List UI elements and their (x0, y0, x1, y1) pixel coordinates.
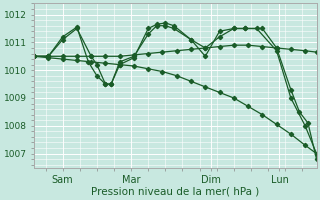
X-axis label: Pression niveau de la mer( hPa ): Pression niveau de la mer( hPa ) (91, 187, 260, 197)
